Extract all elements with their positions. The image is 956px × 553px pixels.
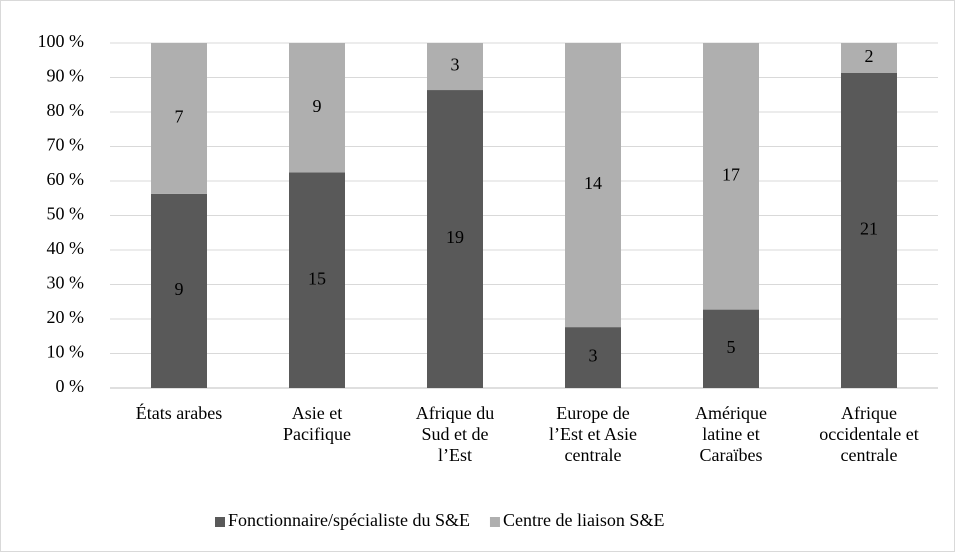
data-label: 9 [175, 279, 184, 299]
legend-label: Fonctionnaire/spécialiste du S&E [228, 510, 470, 530]
y-tick-label: 60 % [47, 169, 85, 189]
y-tick-label: 50 % [47, 204, 85, 224]
data-label: 19 [446, 227, 464, 247]
y-tick-label: 0 % [56, 376, 85, 396]
data-label: 7 [175, 107, 184, 127]
data-label: 15 [308, 268, 326, 288]
legend-swatch [489, 517, 500, 527]
x-tick-label: États arabes [135, 403, 223, 423]
x-tick-label: Europe de l’Est et Asie centrale [549, 403, 637, 465]
data-label: 3 [451, 55, 460, 75]
x-tick-label: Amérique latine et Caraïbes [695, 403, 767, 465]
y-tick-label: 90 % [47, 66, 85, 86]
data-label: 14 [584, 173, 602, 193]
data-label: 3 [589, 346, 598, 366]
y-tick-label: 80 % [47, 100, 85, 120]
y-tick-label: 70 % [47, 135, 85, 155]
bar-segment [841, 43, 897, 73]
bar-segment [565, 327, 621, 388]
bar-segment [289, 172, 345, 388]
y-tick-label: 30 % [47, 273, 85, 293]
y-tick-label: 20 % [47, 307, 85, 327]
legend-label: Centre de liaison S&E [503, 510, 664, 530]
bar-segment [703, 43, 759, 310]
bar-segment [841, 73, 897, 388]
bar-segment [565, 43, 621, 328]
data-label: 17 [722, 164, 740, 184]
bar-segment [289, 43, 345, 173]
y-tick-label: 100 % [38, 31, 85, 51]
bar-segment [427, 90, 483, 388]
bar-segment [703, 309, 759, 388]
x-tick-label: Afrique du Sud et de l’Est [415, 403, 495, 465]
bar-segment [151, 43, 207, 194]
data-label: 2 [865, 46, 874, 66]
x-tick-label: Afrique occidentale et centrale [819, 403, 919, 465]
bar-segment [427, 43, 483, 91]
x-tick-label: Asie et Pacifique [283, 403, 351, 444]
data-label: 21 [860, 219, 878, 239]
data-label: 9 [313, 96, 322, 116]
data-label: 5 [727, 337, 736, 357]
y-tick-label: 40 % [47, 238, 85, 258]
legend-swatch [215, 517, 225, 527]
y-tick-label: 10 % [47, 342, 85, 362]
bar-segment [151, 193, 207, 388]
